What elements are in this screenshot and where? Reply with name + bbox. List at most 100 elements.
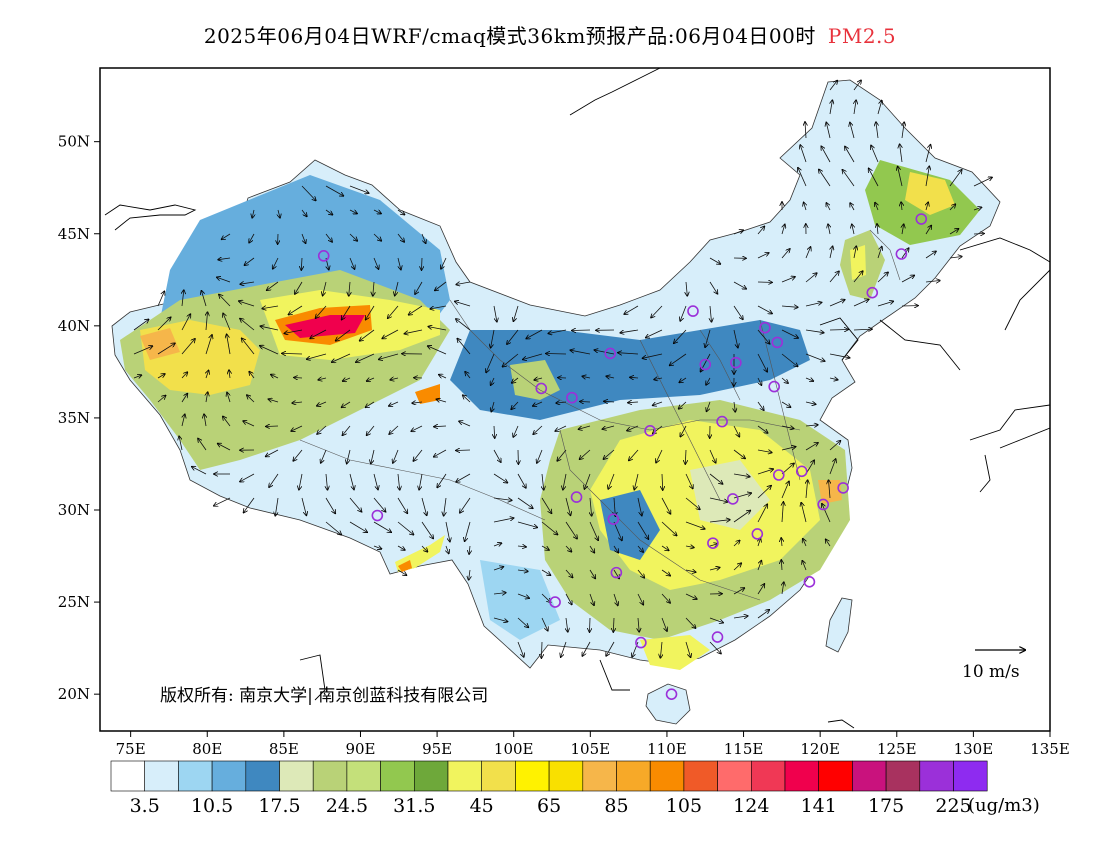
wind-arrow bbox=[781, 401, 791, 407]
wind-arrow bbox=[853, 80, 861, 91]
wind-arrow bbox=[373, 257, 379, 269]
wind-arrow bbox=[557, 449, 567, 461]
wind-arrow bbox=[709, 641, 721, 654]
lon-tick-label: 95E bbox=[422, 740, 452, 758]
wind-arrow bbox=[249, 372, 255, 379]
wind-arrow bbox=[390, 378, 399, 380]
wind-arrow bbox=[781, 481, 789, 499]
wind-arrow bbox=[782, 224, 785, 235]
wind-arrow bbox=[826, 203, 831, 211]
wind-arrow bbox=[589, 569, 595, 579]
city-marker bbox=[607, 513, 620, 526]
wind-arrow bbox=[389, 401, 399, 406]
wind-arrow bbox=[413, 449, 423, 461]
wind-arrow bbox=[757, 253, 769, 259]
wind-arrow bbox=[541, 641, 542, 658]
wind-arrow bbox=[582, 376, 591, 378]
colorbar-tick-label: 124 bbox=[733, 795, 769, 817]
wind-arrow bbox=[247, 395, 255, 403]
wind-arrow bbox=[179, 436, 183, 451]
wind-arrow bbox=[589, 545, 594, 553]
wind-arrow bbox=[373, 546, 382, 549]
wind-arrow bbox=[949, 257, 962, 259]
wind-arrow bbox=[373, 497, 386, 512]
wind-arrow bbox=[373, 473, 378, 490]
wind-arrow bbox=[685, 570, 696, 572]
wind-arrow bbox=[249, 233, 255, 243]
wind-arrow bbox=[218, 444, 231, 451]
lon-tick-label: 130E bbox=[954, 740, 994, 758]
lon-tick-label: 135E bbox=[1030, 740, 1070, 758]
wind-arrow bbox=[709, 281, 718, 294]
wind-arrow bbox=[541, 617, 548, 631]
city-markers bbox=[317, 213, 928, 700]
wind-arrow bbox=[757, 486, 771, 499]
wind-arrow bbox=[219, 295, 231, 307]
wind-arrow bbox=[269, 473, 279, 487]
wind-arrow bbox=[734, 401, 735, 412]
wind-arrow bbox=[291, 425, 303, 431]
city-marker bbox=[730, 356, 742, 369]
wind-arrow bbox=[342, 305, 351, 320]
wind-arrow bbox=[422, 257, 423, 270]
wind-arrow bbox=[367, 425, 375, 435]
wind-arrow bbox=[901, 248, 909, 259]
wind-arrow bbox=[709, 617, 723, 623]
wind-arrow bbox=[829, 300, 845, 307]
wind-arrow bbox=[157, 374, 165, 379]
city-marker bbox=[566, 391, 578, 404]
wind-arrow bbox=[781, 277, 795, 283]
wind-arrow bbox=[342, 425, 351, 435]
wind-arrow bbox=[493, 617, 508, 622]
wind-arrow bbox=[491, 377, 494, 385]
city-marker bbox=[772, 469, 785, 481]
colorbar-swatch bbox=[649, 760, 685, 792]
wind-arrow bbox=[469, 545, 470, 554]
wind-arrow bbox=[926, 202, 928, 211]
wind-arrow bbox=[570, 350, 591, 355]
wind-arrow bbox=[373, 233, 381, 241]
wind-arrow bbox=[674, 329, 687, 343]
wind-arrow bbox=[493, 449, 501, 462]
wind-arrow bbox=[680, 425, 687, 437]
colorbar-tick-label: 65 bbox=[537, 795, 561, 817]
wind-arrow bbox=[590, 497, 592, 516]
wind-arrow bbox=[421, 545, 428, 552]
wind-arrow bbox=[517, 593, 529, 598]
city-marker bbox=[768, 380, 780, 393]
wind-arrow bbox=[444, 497, 446, 516]
latitude-axis: 20N 25N 30N 35N 40N 45N 50N bbox=[58, 133, 100, 703]
colorbar-tick-label: 3.5 bbox=[130, 795, 160, 817]
wind-arrow bbox=[637, 545, 643, 552]
wind-arrow bbox=[371, 449, 375, 464]
wind-arrow bbox=[266, 426, 279, 427]
wind-arrow bbox=[445, 521, 450, 542]
wind-arrow bbox=[590, 617, 591, 632]
city-marker bbox=[795, 465, 808, 478]
wind-arrow bbox=[326, 473, 328, 490]
wind-arrow bbox=[618, 353, 639, 354]
colorbar-tick-label: 45 bbox=[470, 795, 494, 817]
wind-arrow bbox=[325, 209, 333, 215]
wind-arrow bbox=[512, 377, 519, 383]
wind-arrow bbox=[782, 582, 784, 595]
wind-arrow bbox=[757, 329, 770, 344]
city-marker bbox=[699, 358, 712, 371]
wind-arrow bbox=[537, 449, 543, 463]
wind-arrow bbox=[949, 170, 962, 187]
wind-arrow bbox=[877, 101, 882, 115]
lat-tick-label: 40N bbox=[58, 317, 90, 335]
wind-arrow bbox=[710, 305, 712, 322]
wind-arrow bbox=[523, 353, 543, 360]
colorbar-tick-label: 175 bbox=[868, 795, 904, 817]
colorbar-tick-label: 24.5 bbox=[326, 795, 368, 817]
colorbar-swatch bbox=[616, 760, 651, 792]
wind-arrow bbox=[925, 251, 936, 259]
wind-arrow bbox=[842, 170, 855, 187]
wind-reference-label: 10 m/s bbox=[962, 662, 1020, 682]
wind-arrow bbox=[805, 302, 822, 307]
wind-arrow bbox=[805, 247, 811, 259]
wind-arrow bbox=[541, 521, 558, 535]
wind-arrow bbox=[709, 473, 723, 484]
wind-arrow bbox=[802, 561, 807, 571]
